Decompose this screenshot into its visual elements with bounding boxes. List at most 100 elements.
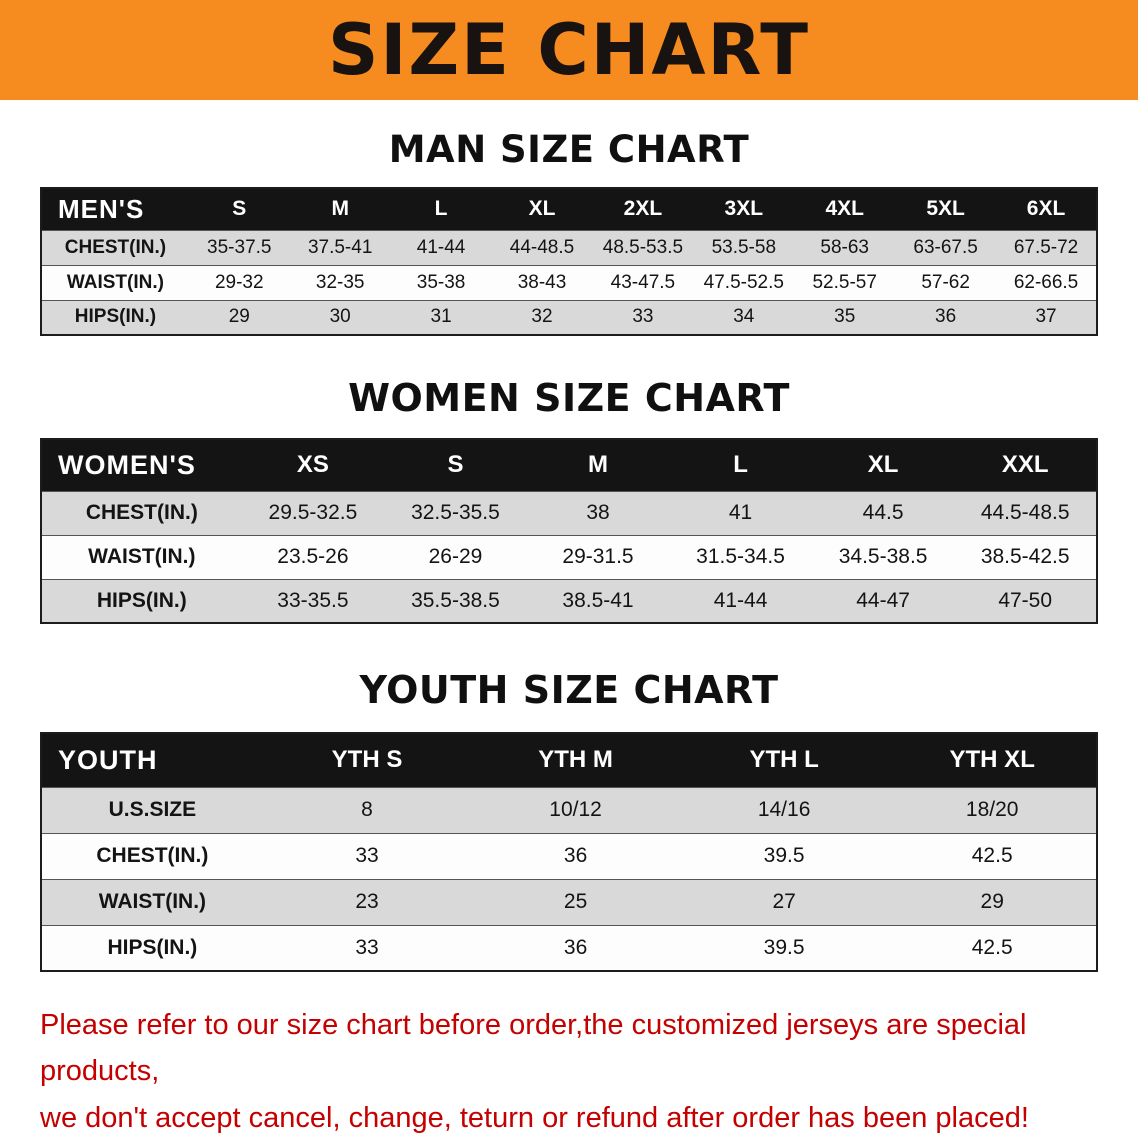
size-value-cell: 38.5-42.5	[980, 545, 1070, 568]
size-value-cell: 29	[980, 890, 1004, 913]
size-value-cell: 41-44	[713, 588, 768, 612]
size-column-header: YTH XL	[888, 733, 1097, 787]
size-value-cell: 38	[586, 501, 610, 524]
measurement-row-label: CHEST(IN.)	[96, 844, 209, 867]
size-value-cell: 33	[355, 844, 379, 867]
size-value-cell: 39.5	[763, 935, 805, 959]
table-row: HIPS(IN.) 33 36 39.5 42.5	[41, 925, 1097, 971]
size-value-cell: 10/12	[549, 798, 602, 821]
size-column-header: XXL	[954, 439, 1097, 491]
table-row: WAIST(IN.) 29-32 32-35 35-38 38-43 43-47.5 47.…	[41, 265, 1097, 300]
size-column-header: YTH L	[679, 733, 889, 787]
size-value-cell: 47-50	[998, 588, 1053, 612]
size-value-cell: 14/16	[757, 798, 811, 821]
size-value-cell: 38.5-41	[562, 588, 634, 612]
size-value-cell: 62-66.5	[1013, 271, 1079, 293]
size-column-header: S	[188, 188, 290, 230]
table-group-label: WOMEN'S	[41, 439, 242, 491]
youth-size-chart-section: YOUTH SIZE CHART YOUTH YTH S YTH M YTH L YTH…	[0, 624, 1138, 972]
size-value-cell: 23.5-26	[277, 545, 349, 568]
size-value-cell: 33	[355, 935, 379, 959]
measurement-row-label: HIPS(IN.)	[74, 306, 157, 328]
womens-size-table: WOMEN'S XS S M L XL XXL CHEST(IN.) 29.5-32.5 32.5…	[40, 438, 1098, 624]
size-value-cell: 47.5-52.5	[703, 271, 784, 293]
size-value-cell: 32-35	[315, 271, 365, 293]
women-size-chart-title: WOMEN SIZE CHART	[348, 376, 790, 420]
size-column-header: 5XL	[895, 188, 997, 230]
size-value-cell: 29-31.5	[562, 545, 634, 568]
size-value-cell: 52.5-57	[812, 271, 877, 293]
measurement-row-label: WAIST(IN.)	[66, 271, 164, 293]
size-value-cell: 44.5-48.5	[980, 501, 1070, 524]
size-value-cell: 29.5-32.5	[268, 501, 358, 524]
table-row: WAIST(IN.) 23.5-26 26-29 29-31.5 31.5-34.5 34…	[41, 535, 1097, 579]
banner: SIZE CHART	[0, 0, 1138, 100]
table-group-label: MEN'S	[41, 188, 189, 230]
page-title: SIZE CHART	[327, 9, 811, 91]
youth-size-chart-title: YOUTH SIZE CHART	[359, 668, 779, 712]
size-value-cell: 58-63	[820, 236, 870, 258]
size-value-cell: 36	[563, 844, 588, 867]
size-column-header: XL	[491, 188, 593, 230]
size-value-cell: 35	[834, 306, 856, 328]
size-column-header: L	[669, 439, 812, 491]
size-value-cell: 35-37.5	[207, 236, 272, 258]
size-value-cell: 29	[228, 306, 250, 328]
size-value-cell: 44-48.5	[509, 236, 575, 258]
mens-size-table: MEN'S S M L XL 2XL 3XL 4XL 5XL 6XL CHEST(IN.) 35-37…	[40, 187, 1098, 336]
size-column-header: M	[526, 439, 670, 491]
size-value-cell: 18/20	[965, 798, 1019, 821]
size-column-header: YTH S	[262, 733, 472, 787]
size-value-cell: 29-32	[214, 271, 264, 293]
size-column-header: YTH M	[471, 733, 680, 787]
measurement-row-label: HIPS(IN.)	[107, 935, 198, 959]
size-value-cell: 8	[361, 798, 373, 821]
table-row: CHEST(IN.) 29.5-32.5 32.5-35.5 38 41 44.5 44.5…	[41, 491, 1097, 535]
measurement-row-label: WAIST(IN.)	[98, 890, 207, 913]
size-value-cell: 57-62	[921, 271, 970, 293]
notice-line-2: we don't accept cancel, change, teturn o…	[40, 1101, 1029, 1134]
table-row: CHEST(IN.) 35-37.5 37.5-41 41-44 44-48.5 48.5…	[41, 230, 1097, 265]
size-value-cell: 48.5-53.5	[602, 236, 684, 258]
size-value-cell: 33-35.5	[277, 588, 349, 612]
size-value-cell: 35-38	[416, 271, 466, 293]
size-value-cell: 33	[632, 306, 654, 328]
size-column-header: XL	[811, 439, 955, 491]
size-value-cell: 31.5-34.5	[696, 545, 785, 568]
notice-line-1: Please refer to our size chart before or…	[40, 1009, 1027, 1088]
size-value-cell: 42.5	[971, 844, 1013, 867]
size-value-cell: 43-47.5	[610, 271, 676, 293]
size-value-cell: 53.5-58	[711, 236, 777, 258]
size-column-header: XS	[241, 439, 385, 491]
size-value-cell: 36	[935, 306, 957, 328]
size-value-cell: 67.5-72	[1013, 236, 1079, 258]
table-row: U.S.SIZE 8 10/12 14/16 18/20	[41, 787, 1097, 833]
size-value-cell: 23	[355, 890, 379, 913]
measurement-row-label: U.S.SIZE	[108, 798, 197, 821]
measurement-row-label: CHEST(IN.)	[64, 236, 167, 258]
size-value-cell: 41	[728, 501, 753, 524]
size-value-cell: 44.5	[862, 501, 904, 524]
size-value-cell: 26-29	[428, 545, 483, 568]
table-row: HIPS(IN.) 29 30 31 32 33 34 35 36 37	[41, 300, 1097, 335]
size-value-cell: 34.5-38.5	[838, 545, 928, 568]
man-size-chart-section: MAN SIZE CHART MEN'S S M L XL 2XL 3XL 4XL 5XL 6XL…	[0, 100, 1138, 336]
size-value-cell: 39.5	[763, 844, 805, 867]
size-value-cell: 63-67.5	[913, 236, 978, 258]
size-value-cell: 36	[563, 935, 588, 959]
size-column-header: 2XL	[592, 188, 694, 230]
size-value-cell: 38-43	[517, 271, 567, 293]
table-header-row: YOUTH YTH S YTH M YTH L YTH XL	[41, 733, 1097, 787]
measurement-row-label: HIPS(IN.)	[96, 588, 187, 612]
measurement-row-label: CHEST(IN.)	[85, 501, 198, 524]
size-value-cell: 37.5-41	[307, 236, 373, 258]
size-value-cell: 44-47	[856, 588, 910, 612]
size-value-cell: 34	[733, 306, 755, 328]
size-value-cell: 25	[563, 890, 588, 913]
size-value-cell: 35.5-38.5	[411, 588, 500, 612]
table-row: HIPS(IN.) 33-35.5 35.5-38.5 38.5-41 41-44 44-…	[41, 579, 1097, 623]
table-row: CHEST(IN.) 33 36 39.5 42.5	[41, 833, 1097, 879]
size-charts: MAN SIZE CHART MEN'S S M L XL 2XL 3XL 4XL 5XL 6XL…	[0, 100, 1138, 972]
size-column-header: S	[384, 439, 527, 491]
table-row: WAIST(IN.) 23 25 27 29	[41, 879, 1097, 925]
